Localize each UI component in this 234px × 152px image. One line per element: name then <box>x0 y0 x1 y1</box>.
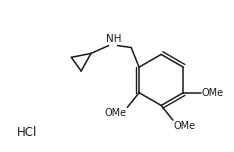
Text: HCl: HCl <box>17 126 37 139</box>
Text: OMe: OMe <box>174 121 196 131</box>
Text: OMe: OMe <box>202 88 224 98</box>
Text: OMe: OMe <box>104 108 126 118</box>
Text: NH: NH <box>106 34 121 44</box>
